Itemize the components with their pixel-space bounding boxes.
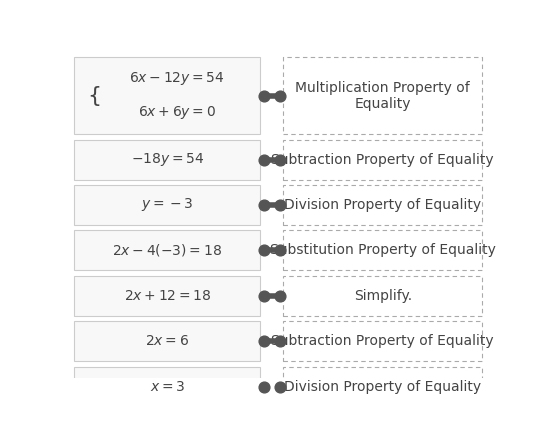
- Point: [276, 292, 285, 299]
- Point: [276, 338, 285, 345]
- Text: Division Property of Equality: Division Property of Equality: [284, 380, 481, 394]
- Point: [259, 338, 268, 345]
- FancyBboxPatch shape: [75, 367, 260, 407]
- Point: [259, 156, 268, 163]
- FancyBboxPatch shape: [75, 139, 260, 180]
- Text: Simplify.: Simplify.: [354, 289, 412, 303]
- FancyBboxPatch shape: [75, 230, 260, 270]
- Point: [276, 201, 285, 208]
- FancyBboxPatch shape: [75, 321, 260, 361]
- Text: Substitution Property of Equality: Substitution Property of Equality: [270, 244, 496, 258]
- Text: $2x - 4(-3) = 18$: $2x - 4(-3) = 18$: [112, 242, 222, 258]
- Text: $6x + 6y = 0$: $6x + 6y = 0$: [138, 104, 215, 121]
- Point: [276, 383, 285, 390]
- Point: [259, 92, 268, 99]
- Text: $6x - 12y = 54$: $6x - 12y = 54$: [129, 70, 225, 87]
- Point: [276, 92, 285, 99]
- Point: [259, 292, 268, 299]
- FancyBboxPatch shape: [75, 57, 260, 134]
- Text: Multiplication Property of
Equality: Multiplication Property of Equality: [295, 81, 470, 111]
- Text: $\{$: $\{$: [86, 84, 100, 108]
- FancyBboxPatch shape: [283, 185, 482, 225]
- Text: $2x + 12 = 18$: $2x + 12 = 18$: [123, 289, 211, 303]
- FancyBboxPatch shape: [283, 139, 482, 180]
- Text: $x = 3$: $x = 3$: [150, 380, 185, 394]
- FancyBboxPatch shape: [75, 185, 260, 225]
- Text: $2x = 6$: $2x = 6$: [145, 334, 189, 348]
- Text: $y = -3$: $y = -3$: [141, 196, 194, 213]
- Text: Division Property of Equality: Division Property of Equality: [284, 198, 481, 212]
- FancyBboxPatch shape: [283, 57, 482, 134]
- FancyBboxPatch shape: [283, 321, 482, 361]
- Text: Subtraction Property of Equality: Subtraction Property of Equality: [271, 153, 494, 167]
- Point: [276, 156, 285, 163]
- Text: $-18y = 54$: $-18y = 54$: [131, 151, 204, 168]
- FancyBboxPatch shape: [283, 230, 482, 270]
- FancyBboxPatch shape: [283, 367, 482, 407]
- FancyBboxPatch shape: [75, 276, 260, 316]
- Point: [276, 247, 285, 254]
- Point: [259, 383, 268, 390]
- Text: Subtraction Property of Equality: Subtraction Property of Equality: [271, 334, 494, 348]
- FancyBboxPatch shape: [283, 276, 482, 316]
- Point: [259, 201, 268, 208]
- Point: [259, 247, 268, 254]
